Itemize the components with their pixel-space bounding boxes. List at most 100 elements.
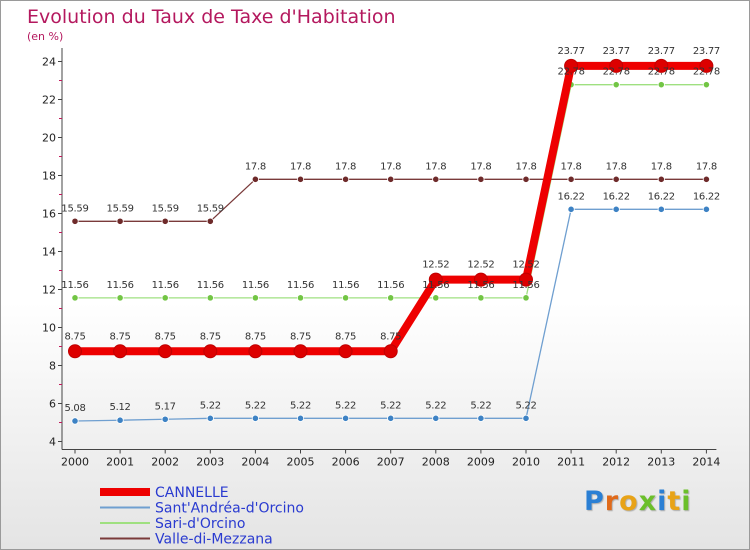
- data-point: [567, 205, 575, 213]
- data-point: [383, 344, 398, 359]
- data-point: [158, 344, 173, 359]
- x-tick-label: 2000: [61, 456, 89, 469]
- data-label: 5.22: [470, 400, 491, 411]
- logo-letter: P: [584, 486, 605, 517]
- x-tick-label: 2014: [692, 456, 720, 469]
- data-point: [387, 175, 395, 183]
- data-point: [522, 294, 530, 302]
- logo-letter: r: [604, 486, 620, 517]
- data-label: 8.75: [110, 331, 131, 342]
- data-point: [206, 414, 214, 422]
- data-label: 5.12: [110, 402, 131, 413]
- data-label: 12.52: [467, 260, 494, 271]
- data-point: [203, 344, 218, 359]
- data-label: 11.56: [107, 280, 134, 291]
- x-tick-label: 2009: [467, 456, 495, 469]
- y-tick-label: 6: [49, 398, 56, 411]
- data-point: [432, 294, 440, 302]
- data-label: 5.22: [425, 400, 446, 411]
- logo-letter: o: [619, 486, 639, 517]
- data-label: 23.77: [558, 46, 585, 57]
- x-tick-label: 2001: [106, 456, 134, 469]
- y-axis-unit: (en %): [27, 30, 63, 43]
- x-tick-label: 2005: [287, 456, 315, 469]
- data-label: 8.75: [200, 331, 221, 342]
- x-tick-label: 2011: [557, 456, 585, 469]
- data-label: 17.8: [245, 161, 266, 172]
- y-tick-label: 10: [42, 322, 56, 335]
- data-label: 11.56: [377, 280, 404, 291]
- data-point: [567, 175, 575, 183]
- data-label: 11.56: [242, 280, 269, 291]
- data-point: [519, 272, 533, 287]
- data-label: 5.22: [290, 400, 311, 411]
- data-point: [657, 175, 665, 183]
- data-label: 23.77: [603, 46, 630, 57]
- y-tick-label: 12: [42, 284, 56, 297]
- data-point: [251, 175, 259, 183]
- data-label: 5.22: [380, 400, 401, 411]
- y-tick-label: 8: [49, 360, 56, 373]
- data-point: [296, 414, 305, 422]
- data-label: 17.8: [290, 161, 311, 172]
- series-2: [71, 175, 711, 225]
- data-label: 17.8: [561, 161, 582, 172]
- data-label: 8.75: [380, 331, 401, 342]
- logo-letter: i: [681, 486, 692, 517]
- data-label: 16.22: [603, 191, 630, 202]
- data-point: [477, 175, 485, 183]
- data-label: 12.52: [512, 260, 539, 271]
- data-label: 5.22: [200, 400, 221, 411]
- data-label: 15.59: [152, 203, 179, 214]
- data-label: 15.59: [197, 203, 224, 214]
- data-labels: 5.08 5.12 5.17 5.22 5.22 5.22 5.22 5.22 5.22 5.22…: [61, 46, 720, 414]
- data-label: 16.22: [558, 191, 585, 202]
- logo-letter: i: [657, 486, 668, 517]
- series-1: [71, 81, 711, 302]
- y-tick-label: 16: [42, 208, 56, 221]
- data-point: [338, 344, 353, 359]
- legend: CANNELLESant'Andréa-d'OrcinoSari-d'Orcin…: [100, 485, 304, 548]
- data-point: [702, 205, 711, 213]
- x-tick-label: 2004: [241, 456, 269, 469]
- data-point: [251, 294, 259, 302]
- data-label: 17.8: [515, 161, 536, 172]
- data-label: 15.59: [107, 203, 134, 214]
- data-label: 17.8: [696, 161, 717, 172]
- data-label: 16.22: [648, 191, 675, 202]
- x-tick-label: 2003: [196, 456, 224, 469]
- data-label: 8.75: [64, 331, 85, 342]
- data-point: [161, 294, 169, 302]
- data-point: [477, 294, 485, 302]
- data-label: 22.78: [648, 67, 675, 78]
- y-tick-label: 22: [42, 94, 56, 107]
- data-label: 17.8: [470, 161, 491, 172]
- y-tick-label: 20: [42, 132, 56, 145]
- data-point: [161, 415, 169, 423]
- x-tick-label: 2007: [377, 456, 405, 469]
- data-point: [341, 414, 350, 422]
- legend-label: Valle-di-Mezzana: [155, 532, 273, 548]
- data-label: 5.22: [335, 400, 356, 411]
- logo-letter: x: [638, 486, 658, 517]
- data-point: [432, 414, 440, 422]
- data-point: [609, 58, 624, 73]
- data-label: 12.52: [422, 260, 449, 271]
- data-label: 8.75: [155, 331, 176, 342]
- data-label: 22.78: [558, 67, 585, 78]
- data-point: [116, 294, 124, 302]
- data-point: [116, 416, 124, 424]
- data-point: [702, 81, 711, 89]
- data-label: 5.22: [515, 400, 536, 411]
- data-label: 8.75: [335, 331, 356, 342]
- data-point: [251, 414, 259, 422]
- y-tick-label: 14: [42, 246, 56, 259]
- data-point: [293, 344, 308, 359]
- data-point: [161, 217, 169, 225]
- data-point: [522, 414, 530, 422]
- data-point: [341, 175, 350, 183]
- data-point: [428, 272, 443, 287]
- data-label: 11.56: [152, 280, 179, 291]
- series-line: [74, 208, 707, 422]
